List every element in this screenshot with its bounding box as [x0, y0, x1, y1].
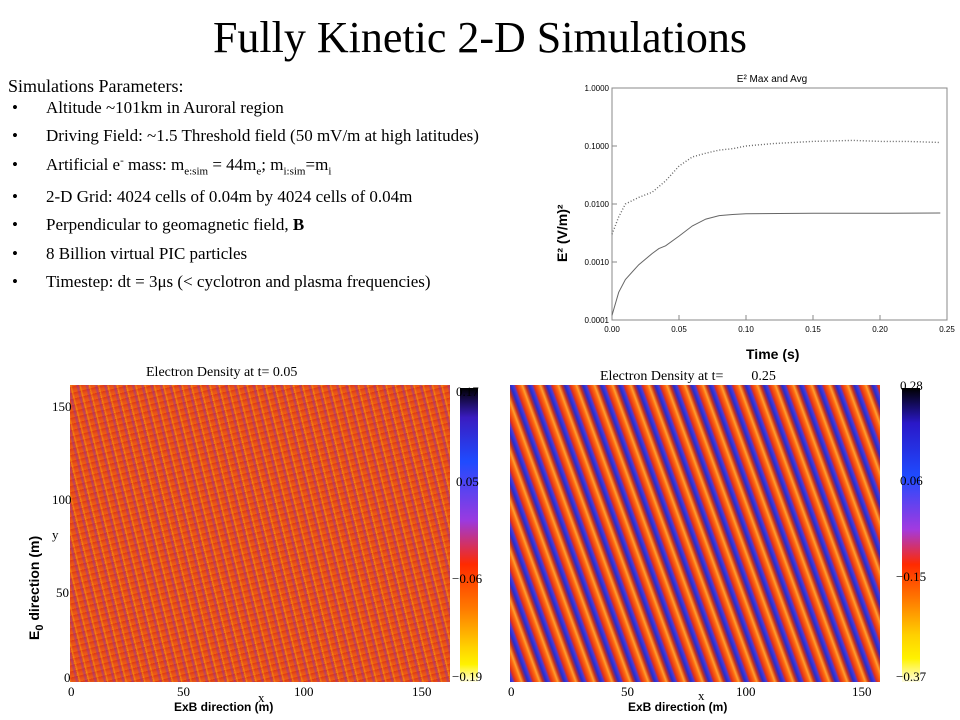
- colorbar-tick: −0.19: [452, 669, 483, 684]
- x-axis-label: x: [258, 690, 265, 705]
- bullet-text: Driving Field: ~1.5 Threshold field (50 …: [46, 126, 479, 146]
- bullet-glyph: •: [12, 243, 18, 263]
- bullet-glyph: •: [12, 154, 18, 174]
- bullet-text: Timestep: dt = 3μs (< cyclotron and plas…: [46, 272, 431, 292]
- bullet-glyph: •: [12, 126, 18, 146]
- tick-label: 100: [736, 684, 756, 699]
- tick-label: 50: [621, 684, 634, 699]
- colorbar-right: [902, 388, 920, 682]
- list-item: • Driving Field: ~1.5 Threshold field (5…: [0, 126, 540, 146]
- slide-title: Fully Kinetic 2-D Simulations: [212, 13, 748, 62]
- y-tick-label: 0.0100: [585, 200, 610, 209]
- bullet-glyph: •: [12, 215, 18, 235]
- bullet-text: 2-D Grid: 4024 cells of 0.04m by 4024 ce…: [46, 187, 413, 207]
- x-tick-label: 0.10: [738, 325, 754, 334]
- params-list: • Altitude ~101km in Auroral region • Dr…: [0, 98, 540, 301]
- colorbar-tick: −0.37: [896, 669, 927, 684]
- x-tick-label: 0.05: [671, 325, 687, 334]
- x-tick-label: 0.25: [939, 325, 955, 334]
- heatmap-left-title: Electron Density at t= 0.05: [146, 365, 298, 380]
- tick-label: 0: [508, 684, 515, 699]
- x-tick-label: 0.20: [872, 325, 888, 334]
- series-avg-line: [611, 212, 941, 316]
- bullet-text: Artificial e- mass: me:sim = 44me; mi:si…: [46, 154, 332, 178]
- tick-label: 150: [852, 684, 872, 699]
- bullet-text: Perpendicular to geomagnetic field, B: [46, 215, 305, 235]
- y-tick-label: 0.1000: [585, 142, 610, 151]
- heatmap-right-title: Electron Density at t= 0.25: [600, 369, 776, 384]
- plot-frame: [611, 87, 948, 321]
- list-item: • Perpendicular to geomagnetic field, B: [0, 215, 540, 235]
- colorbar-tick: −0.06: [452, 571, 483, 586]
- bullet-glyph: •: [12, 272, 18, 292]
- colorbar-tick: 0.17: [456, 384, 479, 399]
- exb-label-right: ExB direction (m): [628, 700, 728, 714]
- list-item: • Altitude ~101km in Auroral region: [0, 98, 540, 118]
- x-tick-label: 0.15: [805, 325, 821, 334]
- tick-label: 0: [68, 684, 75, 699]
- colorbar-tick: 0.28: [900, 378, 923, 393]
- y-axis-label: E² (V/m)²: [554, 204, 570, 262]
- heatmap-left: [70, 385, 450, 682]
- tick-label: 100: [294, 684, 314, 699]
- bullet-text: 8 Billion virtual PIC particles: [46, 243, 248, 263]
- heatmap-right: [510, 385, 880, 682]
- x-tick-label: 0.00: [604, 325, 620, 334]
- e2-line-chart: E² Max and Avg 0.00 0.05 0.10 0.15 0.20 0.25 1…: [585, 74, 956, 334]
- bullet-glyph: •: [12, 187, 18, 207]
- bullet-text: Altitude ~101km in Auroral region: [46, 98, 284, 117]
- bullet-glyph: •: [12, 98, 18, 117]
- tick-label: 0: [64, 670, 71, 685]
- chart-title: E² Max and Avg: [737, 74, 807, 85]
- tick-label: 100: [52, 492, 72, 507]
- y-tick-label: 0.0001: [585, 316, 610, 325]
- e0-direction-label: E0 direction (m): [26, 535, 46, 640]
- list-item: • 2-D Grid: 4024 cells of 0.04m by 4024 …: [0, 187, 540, 207]
- y-tick-label: 0.0010: [585, 258, 610, 267]
- colorbar-tick: −0.15: [896, 569, 927, 584]
- list-item: • 8 Billion virtual PIC particles: [0, 244, 540, 264]
- list-item: • Artificial e- mass: me:sim = 44me; mi:…: [0, 155, 540, 179]
- tick-label: 50: [56, 585, 69, 600]
- tick-label: 150: [412, 684, 432, 699]
- list-item: • Timestep: dt = 3μs (< cyclotron and pl…: [0, 272, 540, 292]
- colorbar-left: [460, 388, 478, 682]
- colorbar-tick: 0.05: [456, 474, 479, 489]
- tick-label: 150: [52, 399, 72, 414]
- y-axis-label: y: [52, 527, 59, 542]
- x-axis-label: x: [698, 688, 705, 703]
- tick-label: 50: [177, 684, 190, 699]
- params-heading: Simulations Parameters:: [8, 76, 184, 96]
- x-axis-label: Time (s): [746, 346, 800, 362]
- y-tick-label: 1.0000: [585, 84, 610, 93]
- series-max-line: [611, 139, 941, 235]
- exb-label-left: ExB direction (m): [174, 700, 274, 714]
- colorbar-tick: 0.06: [900, 473, 923, 488]
